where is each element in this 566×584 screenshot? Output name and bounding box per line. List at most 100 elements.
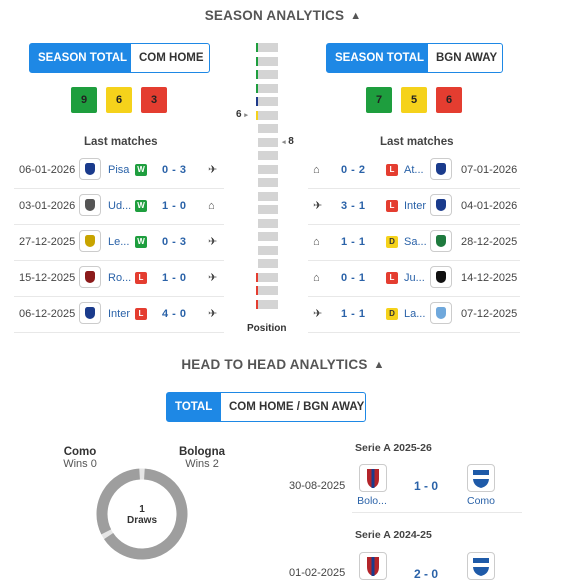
team-name[interactable]: Ro... [108,272,132,284]
team-name[interactable]: Ju... [404,272,425,284]
tab-season-total-left[interactable]: SEASON TOTAL [29,43,130,73]
home-icon: ⌂ [313,272,320,284]
team-crest-icon[interactable] [79,194,101,216]
team-name[interactable]: Pisa [108,164,130,176]
match-date: 07-12-2025 [461,308,518,320]
match-score[interactable]: 1 - 0 [162,200,187,212]
team-name[interactable]: Sa... [404,236,427,248]
tab-season-total-right[interactable]: SEASON TOTAL [326,43,427,73]
tab-bgn-away[interactable]: BGN AWAY [427,43,503,73]
position-slot [258,97,278,106]
chevron-up-icon[interactable]: ▲ [350,10,362,22]
team-name[interactable]: Inter [404,200,427,212]
match-score[interactable]: 2 - 0 [414,567,439,581]
plane-icon: ✈ [208,272,218,284]
plane-icon: ✈ [208,236,218,248]
position-slot [258,245,278,255]
position-slot [258,286,278,295]
season-analytics-title: SEASON ANALYTICS [204,8,345,23]
left-match-row[interactable]: 06-01-2026 Pisa W 0 - 3 ✈ [14,152,224,189]
position-label: Position [247,323,287,334]
team-crest-icon[interactable] [430,266,452,288]
zone-marker [256,43,258,52]
left-match-row[interactable]: 03-01-2026 Ud... W 1 - 0 ⌂ [14,188,224,225]
position-slot [258,299,278,309]
h2h-donut [96,468,188,560]
match-score[interactable]: 1 - 0 [162,272,187,284]
position-slot [258,70,278,79]
right-draws-badge: 5 [401,87,427,113]
match-score[interactable]: 3 - 1 [341,200,366,212]
season-analytics-header[interactable]: SEASON ANALYTICS ▲ [0,8,566,23]
h2h-draws-value: 1 [139,504,145,515]
left-wins-badge: 9 [71,87,97,113]
como-crest-icon[interactable] [467,552,495,580]
team-crest-icon[interactable] [430,158,452,180]
h2h-draws-label: Draws [126,515,157,526]
match-date: 04-01-2026 [461,200,518,212]
left-match-row[interactable]: 15-12-2025 Ro... L 1 - 0 ✈ [14,260,224,297]
right-match-row[interactable]: ⌂ 0 - 1 L Ju... 14-12-2025 [308,260,520,297]
right-wins-badge: 7 [366,87,392,113]
team-crest-icon[interactable] [79,230,101,252]
h2h-away-team: Bologna [179,446,225,458]
right-match-row[interactable]: ⌂ 0 - 2 L At... 07-01-2026 [308,152,520,189]
position-slot [258,56,278,66]
team-name[interactable]: Inter [108,308,131,320]
result-badge: W [135,236,147,248]
match-score[interactable]: 0 - 1 [341,272,366,284]
team-crest-icon[interactable] [430,302,452,324]
team-crest-icon[interactable] [79,302,101,324]
tab-h2h-total[interactable]: TOTAL [166,392,220,422]
match-score[interactable]: 0 - 3 [162,236,187,248]
tab-com-home[interactable]: COM HOME [130,43,210,73]
position-slot [258,205,278,214]
bologna-crest-icon[interactable] [359,552,387,580]
team-name[interactable]: La... [404,308,426,320]
team-name[interactable]: At... [404,164,424,176]
match-date: 06-01-2026 [19,164,76,176]
position-slot [258,43,278,52]
left-match-row[interactable]: 27-12-2025 Le... W 0 - 3 ✈ [14,224,224,261]
team-crest-icon[interactable] [79,158,101,180]
como-crest-icon[interactable] [467,464,495,492]
h2h-home-team: Como [63,446,97,458]
plane-icon: ✈ [313,200,323,212]
match-score[interactable]: 0 - 2 [341,164,366,176]
match-score[interactable]: 1 - 0 [414,479,439,493]
team-crest-icon[interactable] [79,266,101,288]
right-match-row[interactable]: ✈ 3 - 1 L Inter 04-01-2026 [308,188,520,225]
home-icon: ⌂ [313,164,320,176]
plane-icon: ✈ [208,164,218,176]
match-home-team[interactable]: Bolo... [357,495,387,507]
result-badge: W [135,200,147,212]
left-match-row[interactable]: 06-12-2025 Inter L 4 - 0 ✈ [14,296,224,333]
team-crest-icon[interactable] [430,230,452,252]
position-slot [258,191,278,201]
match-competition: Serie A 2024-25 [355,529,432,541]
bologna-crest-icon[interactable] [359,464,387,492]
home-icon: ⌂ [208,200,215,212]
tab-com-home-bgn-away[interactable]: COM HOME / BGN AWAY [220,392,366,422]
zone-marker [256,286,258,295]
match-score[interactable]: 4 - 0 [162,308,187,320]
match-score[interactable]: 1 - 1 [341,236,366,248]
team-crest-icon[interactable] [430,194,452,216]
right-match-row[interactable]: ✈ 1 - 1 D La... 07-12-2025 [308,296,520,333]
match-away-team[interactable]: Como [466,495,495,507]
position-slot [258,178,278,187]
match-date: 03-01-2026 [19,200,76,212]
h2h-analytics-header[interactable]: HEAD TO HEAD ANALYTICS ▲ [0,357,566,372]
chevron-up-icon[interactable]: ▲ [373,359,385,371]
team-name[interactable]: Ud... [108,200,132,212]
match-score[interactable]: 0 - 3 [162,164,187,176]
position-slot [258,124,278,133]
position-slot [258,83,278,93]
team-name[interactable]: Le... [108,236,130,248]
match-score[interactable]: 1 - 1 [341,308,366,320]
zone-marker [256,56,258,66]
right-match-row[interactable]: ⌂ 1 - 1 D Sa... 28-12-2025 [308,224,520,261]
h2h-home-wins: Wins 0 [63,458,97,470]
plane-icon: ✈ [313,308,323,320]
position-slot [258,151,278,160]
